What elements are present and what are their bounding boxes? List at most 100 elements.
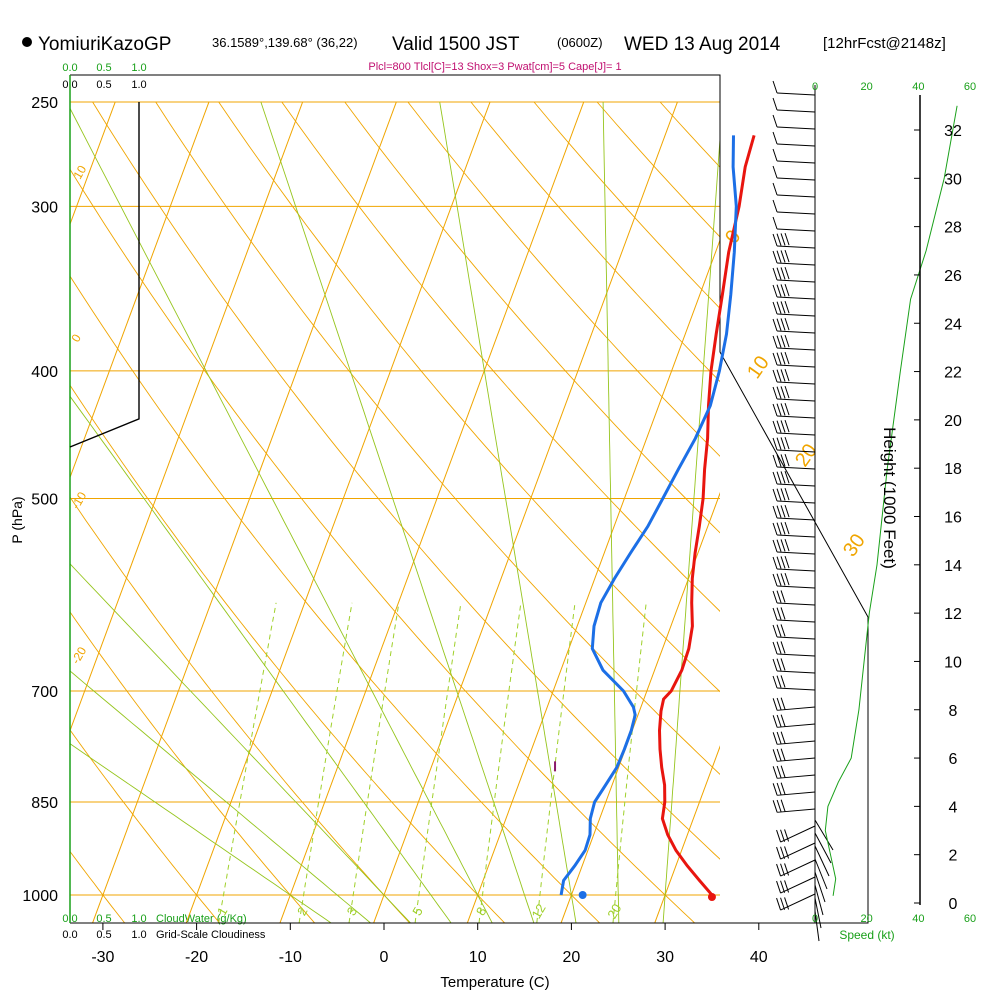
- mixing-ratio-line: [414, 602, 462, 923]
- wind-barb-flag-icon: [776, 284, 782, 297]
- wind-barb-flag-icon: [772, 556, 778, 570]
- wind-barb-flag-icon: [784, 829, 790, 842]
- wind-barb-icon: [777, 160, 816, 164]
- dry-adiabat-line: [407, 101, 720, 457]
- height-tick-label: 10: [944, 654, 962, 671]
- x-tick-label: 30: [656, 949, 674, 966]
- isotherm-line: [279, 101, 585, 924]
- mixing-ratio-line: [478, 602, 522, 923]
- wind-barb-flag-icon: [784, 436, 790, 450]
- wind-barb-flag-icon: [780, 658, 786, 671]
- wind-barb-icon: [777, 109, 816, 113]
- dewpoint-line: [559, 135, 738, 896]
- moist-adiabat-line: [70, 670, 371, 924]
- height-tick-label: 16: [944, 510, 962, 527]
- moist-adiabat-line: [439, 101, 577, 923]
- x-tick-label: 40: [750, 949, 768, 966]
- wind-barb-flag-icon: [784, 419, 790, 433]
- wind-barb-flag-icon: [776, 641, 782, 654]
- wind-barb-flag-icon: [772, 800, 778, 813]
- speed-tick-label-top: 60: [964, 81, 976, 93]
- wind-barb-flag-icon: [784, 317, 790, 331]
- dry-adiabat-line: [533, 101, 720, 310]
- isotherm-label: 10: [70, 163, 89, 182]
- wind-barb-flag-icon: [784, 846, 790, 859]
- wind-barb-icon: [777, 636, 816, 640]
- wind-barb-icon: [777, 364, 816, 368]
- isotherm-line: [70, 101, 304, 733]
- wind-barb-flag-icon: [784, 572, 790, 586]
- wind-barb-flag-icon: [784, 385, 790, 399]
- x-tick-label: -10: [279, 949, 302, 966]
- wind-barb-icon: [777, 347, 816, 351]
- wind-barb-flag-icon: [780, 369, 786, 382]
- wind-barb-icon: [777, 706, 816, 711]
- wind-barb-icon: [777, 466, 816, 470]
- x-tick-label: 10: [469, 949, 487, 966]
- wind-barb-flag-icon: [772, 471, 778, 485]
- wind-barb-flag-icon: [780, 335, 786, 348]
- wind-barb-icon: [780, 825, 816, 843]
- wind-barb-flag-icon: [776, 863, 782, 877]
- wind-barb-flag-icon: [772, 437, 778, 451]
- wind-barb-flag-icon: [776, 607, 782, 620]
- dry-adiabat-line: [70, 729, 220, 924]
- cloudiness-profile: [69, 102, 140, 448]
- wind-barb-icon: [777, 228, 816, 232]
- wind-barb-flag-icon: [776, 697, 782, 711]
- pressure-axis-ticks: 250 300 400 500 700 850 1000: [22, 95, 58, 905]
- wind-barb-flag-icon: [776, 829, 782, 843]
- wind-barb-icon: [777, 211, 816, 215]
- wind-barb-flag-icon: [772, 539, 778, 553]
- wind-barb-flag-icon: [776, 897, 782, 911]
- mixing-ratio-line: [612, 602, 647, 923]
- isotherm-line: [92, 101, 397, 924]
- wind-barb-flag-icon: [780, 782, 786, 795]
- wind-barb-flag-icon: [780, 829, 786, 842]
- cloud-water-label: CloudWater (g/Kg): [156, 913, 247, 925]
- wind-barb-icon: [777, 619, 816, 623]
- isotherm-line: [654, 745, 720, 924]
- wind-barb-flag-icon: [772, 749, 778, 762]
- wind-barb-flag-icon: [772, 318, 778, 332]
- isotherm-line: [560, 491, 720, 924]
- mixing-ratio-line: [348, 602, 400, 923]
- wind-barb-icon: [777, 432, 816, 436]
- wind-barb-flag-icon: [772, 386, 778, 400]
- wind-barb-flag-icon: [776, 782, 782, 796]
- pressure-tick-label: 850: [31, 795, 58, 812]
- wind-barb-flag-icon: [784, 880, 790, 893]
- height-tick-label: 6: [949, 751, 958, 768]
- isotherm-label: -10: [68, 489, 89, 511]
- cloudiness-label: Grid-Scale Cloudiness: [156, 929, 266, 941]
- wind-barb-flag-icon: [780, 505, 786, 518]
- wind-barb-icon: [777, 296, 816, 300]
- wind-barb-flag-icon: [776, 267, 782, 280]
- wind-barb-flag-icon: [772, 301, 778, 315]
- wind-barb-flag-icon: [780, 714, 786, 727]
- mixing-ratio-line: [218, 602, 277, 923]
- wind-barb-flag-icon: [776, 233, 782, 246]
- wind-barb-flag-icon: [780, 590, 786, 603]
- wind-barb-flag-icon: [772, 148, 778, 162]
- wind-barb-icon: [777, 602, 816, 606]
- wind-barb-flag-icon: [784, 283, 790, 297]
- wind-barb-icon: [814, 832, 832, 864]
- surface-dewpoint-dot: [578, 891, 587, 899]
- wind-barb-flag-icon: [780, 522, 786, 535]
- wind-barb-flag-icon: [776, 846, 782, 860]
- height-tick-label: 12: [944, 606, 962, 623]
- thermo-grid: [70, 101, 720, 924]
- wind-barb-flag-icon: [784, 504, 790, 518]
- wind-barb-flag-icon: [784, 351, 790, 365]
- wind-barb-flag-icon: [780, 863, 786, 876]
- wind-barb-icon: [777, 534, 816, 538]
- speed-tick-label-bottom: 40: [912, 913, 924, 925]
- wind-barb-flag-icon: [772, 131, 778, 145]
- speed-tick-label-bottom: 20: [861, 913, 873, 925]
- moist-adiabat-line: [260, 101, 535, 924]
- wind-barb-flag-icon: [772, 114, 778, 128]
- height-tick-label: 28: [944, 220, 962, 237]
